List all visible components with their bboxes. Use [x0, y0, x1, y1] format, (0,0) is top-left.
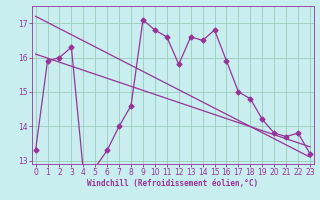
- X-axis label: Windchill (Refroidissement éolien,°C): Windchill (Refroidissement éolien,°C): [87, 179, 258, 188]
